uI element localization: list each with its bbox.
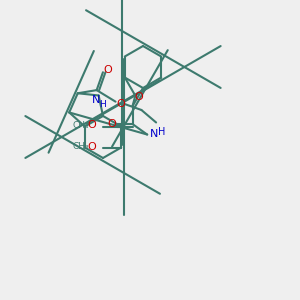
Text: H: H xyxy=(99,100,106,109)
Text: CH₃: CH₃ xyxy=(72,142,88,151)
Text: O: O xyxy=(134,92,143,102)
Text: N: N xyxy=(92,95,100,106)
Text: O: O xyxy=(107,119,116,129)
Text: CH₃: CH₃ xyxy=(72,121,88,130)
Text: O: O xyxy=(116,99,125,109)
Text: H: H xyxy=(158,127,165,136)
Text: O: O xyxy=(87,121,96,130)
Text: N: N xyxy=(150,128,158,139)
Text: O: O xyxy=(103,65,112,75)
Text: O: O xyxy=(87,142,96,152)
